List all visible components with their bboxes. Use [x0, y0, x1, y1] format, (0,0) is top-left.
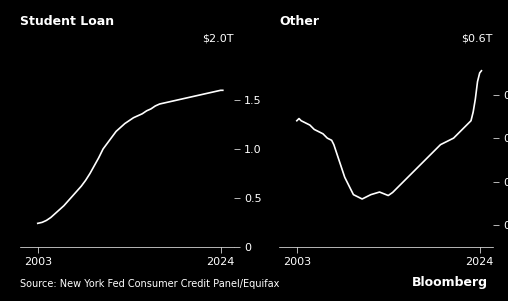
Text: Student Loan: Student Loan	[20, 15, 114, 28]
Text: $2.0T: $2.0T	[202, 33, 234, 43]
Text: Source: New York Fed Consumer Credit Panel/Equifax: Source: New York Fed Consumer Credit Pan…	[20, 279, 280, 289]
Text: $0.6T: $0.6T	[461, 33, 493, 43]
Text: Bloomberg: Bloomberg	[411, 276, 488, 289]
Text: Other: Other	[279, 15, 320, 28]
